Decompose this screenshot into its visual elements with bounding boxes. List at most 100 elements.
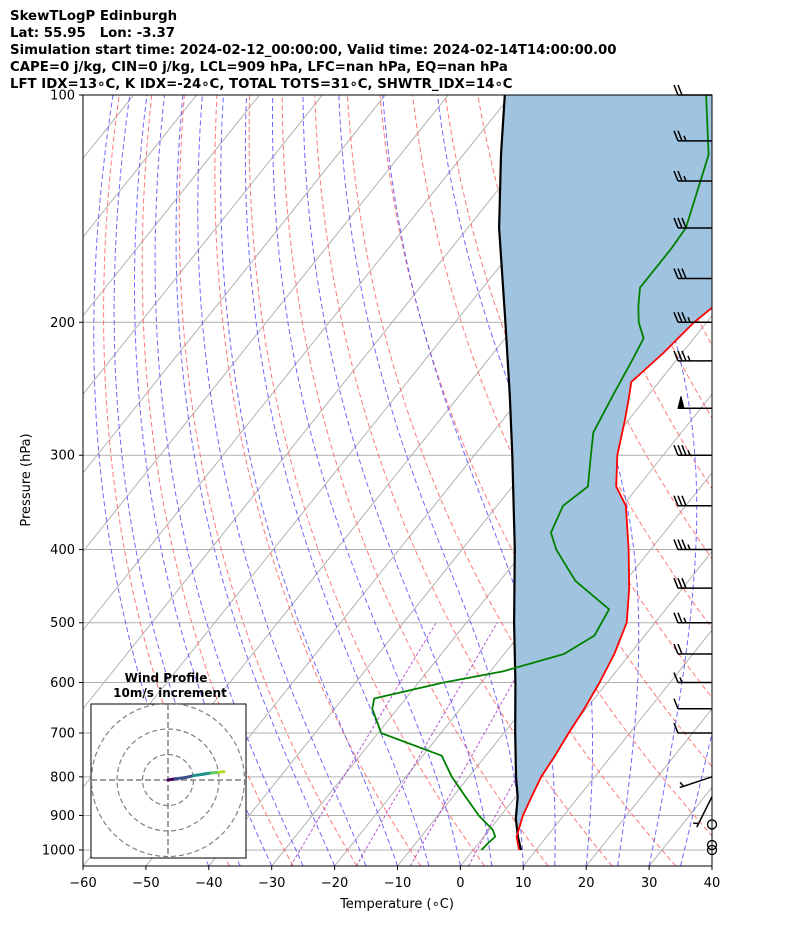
isotherm-gridline [83,95,575,710]
moist-adiabat [302,95,493,866]
barb-full [673,577,679,589]
dry-adiabat [542,95,712,490]
dry-adiabat [314,95,613,866]
barb-full [681,311,687,323]
wind-barb [673,539,712,551]
hodograph-subtitle: 10m/s increment [113,686,227,700]
barb-full [673,444,679,456]
y-tick-label: 900 [50,809,75,824]
barb-full [673,612,679,624]
barb-full [673,672,679,683]
cin-shading [499,95,712,842]
barb-full [677,350,683,362]
moist-adiabat [382,95,556,866]
station-title: SkewTLogP Edinburgh [10,9,178,24]
barb-full [677,130,683,142]
moist-adiabat [175,95,336,866]
barb-half [679,781,685,787]
wind-barb [673,84,712,96]
moist-adiabat [220,95,398,866]
barb-full [677,170,683,182]
parcel-profile-line [498,95,523,851]
moist-adiabat [338,95,524,866]
wind-barb [706,839,718,851]
dry-adiabat [141,95,294,866]
barb-full [681,577,687,589]
moist-adiabat [154,95,304,866]
x-tick-label: −10 [384,876,411,891]
stability-indices-2: LFT IDX=13∘C, K IDX=-24∘C, TOTAL TOTS=31… [10,77,513,92]
barb-full [681,350,687,362]
wind-barb [673,643,712,655]
barb-full [673,495,679,507]
chart-header: SkewTLogP Edinburgh Lat: 55.95 Lon: -3.37… [10,8,617,93]
wind-barb [673,217,712,229]
moist-adiabat [244,95,430,866]
barb-full [673,217,679,229]
x-tick-label: 30 [641,876,658,891]
station-location: Lat: 55.95 Lon: -3.37 [10,26,176,41]
moist-adiabat [599,95,698,866]
moist-adiabat [134,95,273,866]
barb-full [677,539,683,550]
x-tick-label: −20 [321,876,348,891]
y-tick-label: 200 [50,316,75,331]
wind-barb [673,130,712,142]
x-tick-label: −40 [195,876,222,891]
barb-full [677,643,683,655]
barb-full [673,350,679,362]
barb-half [687,316,691,323]
barb-full [673,539,679,550]
moist-adiabat [272,95,461,866]
mixing-ratio-line [290,622,437,866]
barb-half [687,544,691,550]
barb-full [677,444,683,456]
wind-barbs [673,84,718,856]
isotherm-gridline [83,95,449,553]
barb-full [673,722,679,734]
dry-adiabat [281,95,549,866]
x-tick-label: 40 [704,876,721,891]
barb-half [679,677,683,683]
wind-barb [673,672,712,684]
barb-half [687,449,691,456]
calm-wind-circle [706,839,718,851]
barb-staff [679,776,713,789]
isotherm-gridline [83,95,323,396]
hodograph-segment [192,772,206,778]
wind-barb [673,444,712,456]
barb-full [677,268,683,279]
wind-barb [677,396,712,410]
barb-half [683,617,687,624]
isotherm-gridline [711,865,712,866]
wind-barb [673,722,712,734]
barb-full [677,577,683,589]
barb-full [677,495,683,507]
cape-cin-shading [499,95,712,842]
barb-staff [696,796,713,828]
x-tick-label: 0 [456,876,464,891]
dry-adiabat [705,95,712,113]
wind-barb [679,776,713,789]
y-tick-label: 500 [50,616,75,631]
hodograph-title: Wind Profile [125,671,208,685]
barb-full [677,311,683,323]
wind-barb [706,844,718,856]
barb-full [681,444,687,456]
isotherm-gridline [522,629,712,866]
barb-full [673,698,679,710]
barb-full [681,268,687,279]
isotherm-gridline [83,95,512,631]
dry-adiabat [739,95,794,866]
wind-barb [693,796,713,828]
profile-lines [371,95,712,851]
x-tick-label: 10 [515,876,532,891]
stability-indices-1: CAPE=0 j/kg, CIN=0 j/kg, LCL=909 hPa, LF… [10,60,508,75]
barb-full [677,217,683,229]
y-tick-label: 100 [50,89,75,104]
barb-full [673,311,679,323]
wind-barb [706,819,718,830]
wind-barb [673,170,712,182]
simulation-time: Simulation start time: 2024-02-12_00:00:… [10,43,617,58]
x-tick-label: 20 [578,876,595,891]
